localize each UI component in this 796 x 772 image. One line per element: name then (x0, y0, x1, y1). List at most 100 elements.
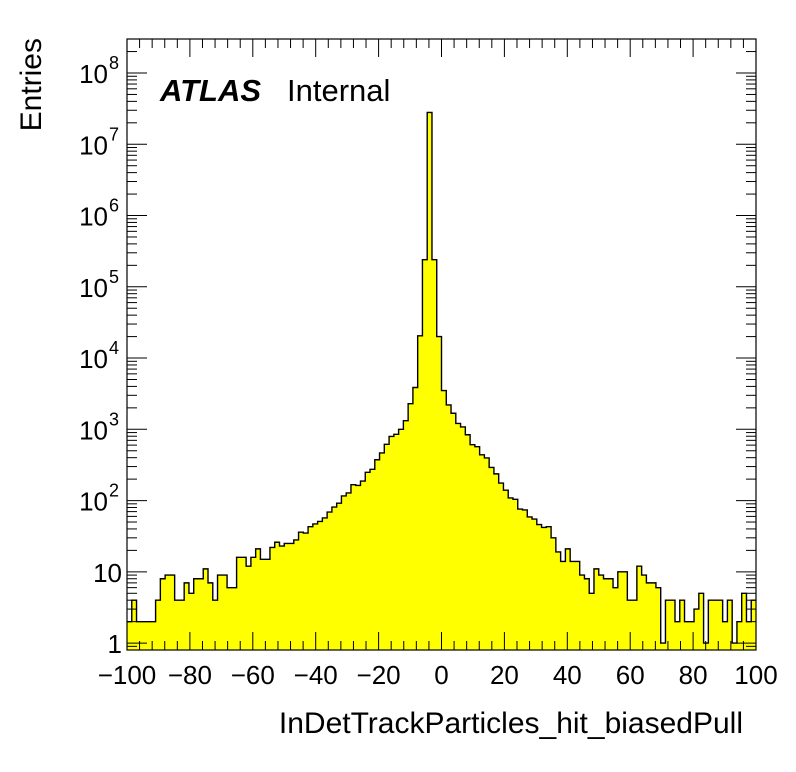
histogram-bin (694, 609, 700, 650)
histogram-bin (655, 587, 662, 650)
histogram-bin (565, 548, 571, 650)
histogram-bin (212, 600, 218, 650)
y-tick-label-exponent: 5 (109, 267, 119, 287)
histogram-bin (551, 537, 557, 650)
histogram-bin (660, 643, 666, 650)
histogram-bin (379, 452, 385, 650)
x-tick-label: 0 (434, 660, 448, 690)
histogram-bin (360, 481, 366, 650)
histogram-bin (417, 335, 423, 650)
y-tick-label: 10 (93, 558, 122, 588)
y-tick-label-exponent: 4 (109, 338, 119, 358)
histogram-bin (589, 593, 595, 650)
x-tick-label: −60 (231, 660, 275, 690)
histogram-bin (479, 454, 485, 650)
x-axis-title: InDetTrackParticles_hit_biasedPull (279, 707, 743, 740)
histogram-bin (493, 473, 500, 650)
histogram-bin (603, 578, 609, 650)
y-tick-label-base: 10 (79, 487, 108, 517)
histogram-bin (570, 561, 576, 650)
y-tick-label-exponent: 8 (109, 53, 119, 73)
histogram-bin (436, 336, 442, 650)
y-tick-label-base: 10 (79, 273, 108, 303)
histogram-bin (689, 621, 695, 650)
histogram-bin (174, 600, 180, 650)
histogram-bin (312, 523, 319, 650)
histogram-bin (522, 509, 528, 650)
histogram-bin (732, 643, 738, 650)
histogram-bin (308, 526, 314, 650)
histogram-bin (146, 621, 152, 650)
histogram-bin (532, 519, 538, 650)
histogram-bin (222, 575, 228, 650)
histogram-bin (227, 587, 233, 650)
y-tick-label: 10 4 (79, 338, 119, 374)
histogram-bin (584, 578, 590, 650)
histogram-bin (293, 539, 299, 650)
histogram-bin (403, 420, 409, 650)
histogram-bin (446, 404, 452, 650)
histogram-bin (141, 621, 147, 650)
histogram-bin (512, 499, 519, 650)
histogram-bin (541, 527, 547, 650)
histogram-bin (546, 526, 552, 650)
histogram-bin (179, 600, 185, 650)
histogram-bin (346, 492, 352, 650)
histogram-bin (422, 259, 428, 650)
y-tick-label: 10 7 (79, 124, 119, 160)
histogram-bin (198, 578, 204, 650)
histogram-bin (489, 467, 495, 650)
histogram-bin (451, 413, 457, 650)
histogram-bin (298, 532, 304, 650)
histogram-bin (560, 561, 566, 650)
histogram-bin (632, 600, 638, 650)
histogram-bin (365, 472, 371, 650)
histogram-bin (674, 621, 681, 650)
histogram-bin (717, 600, 724, 650)
x-tick-label: 20 (490, 660, 519, 690)
y-tick-label-base: 10 (79, 59, 108, 89)
histogram-bin (260, 559, 266, 650)
histogram-bin (203, 568, 209, 650)
y-tick-label-base: 10 (79, 415, 108, 445)
y-tick-label: 10 3 (79, 409, 119, 445)
x-tick-label: 40 (553, 660, 582, 690)
histogram-bin (684, 621, 690, 650)
histogram-bin (269, 547, 276, 650)
y-tick-label-exponent: 6 (109, 196, 119, 216)
histogram-bin (579, 575, 585, 650)
histogram-bin (746, 621, 752, 650)
histogram-bin (617, 571, 623, 650)
histogram-fill (127, 112, 757, 651)
histogram-bin (265, 559, 271, 650)
histogram-bin (389, 436, 395, 650)
histogram-bin (751, 600, 757, 650)
y-tick-label: 10 6 (79, 196, 119, 232)
histogram-bin (317, 521, 323, 650)
histogram-bin (398, 429, 404, 650)
histogram-bin (374, 459, 380, 650)
histogram-bin (160, 578, 166, 650)
histogram-bin (713, 600, 719, 650)
histogram-bin (665, 600, 671, 650)
histogram-bin (722, 621, 728, 650)
histogram-bin (384, 444, 390, 650)
histogram-bin (184, 582, 190, 650)
histogram-bin (622, 571, 628, 650)
x-axis-tick-labels: −100 −80 −60 −40 −20 0 20 40 60 80 100 (98, 660, 778, 690)
histogram-bin (241, 557, 247, 650)
y-tick-label-base: 10 (79, 344, 108, 374)
histogram-bin (670, 600, 676, 650)
histogram-bin (574, 561, 581, 650)
histogram-bin (127, 621, 133, 650)
histogram-bin (412, 387, 419, 650)
histogram-bin (465, 434, 471, 650)
histogram-bin (470, 444, 476, 650)
histogram-bin (517, 509, 523, 650)
histogram-bin (150, 621, 156, 650)
histogram-bin (341, 495, 347, 650)
histogram-bin (350, 484, 357, 650)
histogram-bin (408, 403, 414, 650)
